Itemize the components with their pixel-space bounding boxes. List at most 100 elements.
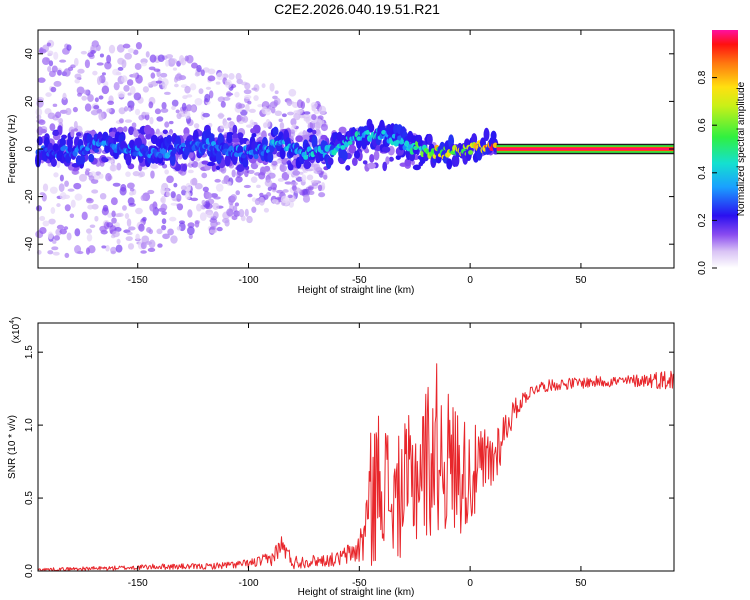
spectrum-scatter-blob: [169, 58, 178, 65]
spectrum-scatter-blob: [113, 81, 120, 91]
spectrum-halo-blob: [206, 161, 216, 167]
spectrum-halo-blob: [252, 124, 261, 134]
spectrum-scatter-blob: [174, 73, 183, 81]
spectrum-scatter-blob: [303, 194, 310, 199]
spectrum-scatter-blob: [124, 52, 132, 60]
spectrum-scatter-blob: [234, 202, 240, 207]
spectrum-scatter-blob: [53, 172, 59, 178]
spectrum-scatter-blob: [47, 66, 52, 73]
spectrum-scatter-blob: [206, 211, 214, 219]
spec-xtick-label: -150: [128, 275, 148, 286]
spectrum-scatter-blob: [93, 104, 100, 110]
spec-ytick-label: 40: [24, 48, 35, 60]
spectrum-scatter-blob: [46, 42, 52, 47]
spectrum-band-blob: [224, 154, 231, 167]
spectrum-scatter-blob: [149, 203, 156, 212]
spectrum-halo-blob: [303, 160, 312, 170]
spectrum-scatter-blob: [139, 171, 146, 178]
spectrum-scatter-blob: [53, 235, 60, 241]
spectrum-scatter-blob: [102, 204, 109, 212]
spectrum-halo-blob: [412, 164, 421, 171]
spectrum-scatter-blob: [78, 173, 87, 182]
spectrum-scatter-blob: [61, 97, 68, 106]
spectrum-scatter-blob: [254, 198, 261, 206]
spectrum-scatter-blob: [159, 72, 168, 78]
spectrum-scatter-blob: [47, 231, 54, 240]
spectrum-scatter-blob: [323, 174, 328, 180]
spectrum-scatter-blob: [243, 184, 251, 189]
spectrum-scatter-blob: [154, 108, 162, 115]
snr-scale-exponent: 4: [9, 320, 16, 324]
spectrum-scatter-blob: [234, 91, 240, 98]
spectrum-halo-blob: [231, 137, 240, 143]
spectrum-scatter-blob: [238, 121, 244, 125]
spectrum-scatter-blob: [115, 244, 123, 253]
spectrum-core-blob: [253, 153, 259, 160]
spectrum-scatter-blob: [47, 112, 56, 120]
spectrum-scatter-blob: [107, 159, 114, 164]
spectrum-core-blob: [340, 145, 346, 150]
spectrum-scatter-blob: [150, 164, 159, 170]
snr-ytick-label: 0.5: [24, 491, 35, 505]
spectrum-scatter-blob: [168, 120, 174, 125]
spectrum-scatter-blob: [140, 250, 147, 254]
spectrum-band-blob: [226, 132, 233, 144]
spectrum-scatter-blob: [202, 112, 210, 118]
spectrum-scatter-blob: [201, 199, 206, 206]
spectrum-scatter-blob: [133, 92, 142, 101]
spectrum-scatter-blob: [267, 172, 276, 179]
spectrum-scatter-blob: [105, 245, 110, 252]
spectrum-scatter-blob: [232, 205, 238, 212]
spectrum-band-blob: [341, 150, 348, 162]
spectrum-band-blob: [59, 137, 66, 147]
spectrum-scatter-blob: [112, 182, 121, 187]
spectrum-band-blob: [368, 123, 375, 133]
spectrum-scatter-blob: [101, 245, 107, 249]
snr-y-ticks: 0.0 0.5 1.0 1.5: [24, 345, 674, 578]
spectrum-scatter-blob: [124, 212, 130, 220]
spectrum-scatter-blob: [247, 100, 252, 105]
spectrum-scatter-blob: [160, 187, 166, 195]
spectrum-scatter-blob: [149, 116, 154, 125]
spectrum-scatter-blob: [207, 75, 216, 82]
spectrum-scatter-blob: [161, 218, 167, 225]
spectrum-scatter-blob: [167, 228, 174, 236]
spectrum-scatter-blob: [73, 120, 78, 130]
spectrum-scatter-blob: [210, 226, 216, 231]
spectrum-halo-blob: [388, 156, 394, 162]
spectrum-scatter-blob: [129, 86, 136, 95]
spectrum-scatter-blob: [213, 196, 221, 200]
spectrum-scatter-blob: [108, 44, 116, 54]
spectrum-scatter-blob: [287, 194, 293, 199]
spectrum-scatter-blob: [45, 92, 52, 97]
spectrum-scatter-blob: [166, 175, 174, 184]
spectrum-halo-blob: [128, 126, 134, 136]
spectrum-scatter-blob: [145, 51, 150, 58]
spectrum-scatter-blob: [171, 105, 176, 111]
spectrum-scatter-blob: [264, 108, 271, 116]
spectrum-scatter-blob: [89, 224, 96, 228]
spectrum-scatter-blob: [249, 119, 255, 128]
spectrum-scatter-blob: [235, 102, 242, 110]
spectrum-scatter-blob: [140, 62, 147, 67]
spectrum-scatter-blob: [251, 206, 257, 213]
colorbar-tick-label: 0.6: [697, 118, 708, 132]
spectrum-scatter-blob: [127, 182, 135, 189]
spectrum-scatter-blob: [240, 109, 248, 116]
spectrum-scatter-blob: [191, 62, 198, 69]
spectrum-halo-blob: [312, 129, 317, 135]
spectrum-scatter-blob: [247, 169, 255, 174]
spectrum-scatter-blob: [212, 202, 220, 210]
spectrum-halo-blob: [404, 158, 412, 167]
spectrum-scatter-blob: [122, 205, 127, 211]
spectrum-scatter-blob: [194, 183, 203, 190]
spectrum-scatter-blob: [138, 223, 145, 232]
spectrum-core-blob: [404, 140, 410, 147]
spectrum-scatter-blob: [284, 181, 292, 185]
spectrum-scatter-blob: [140, 194, 147, 201]
spectrum-band-blob: [166, 134, 173, 144]
spectrum-scatter-blob: [126, 231, 133, 236]
spectrum-scatter-blob: [92, 70, 98, 76]
spectrum-scatter-blob: [196, 203, 202, 212]
spec-xtick-label: -100: [239, 275, 259, 286]
